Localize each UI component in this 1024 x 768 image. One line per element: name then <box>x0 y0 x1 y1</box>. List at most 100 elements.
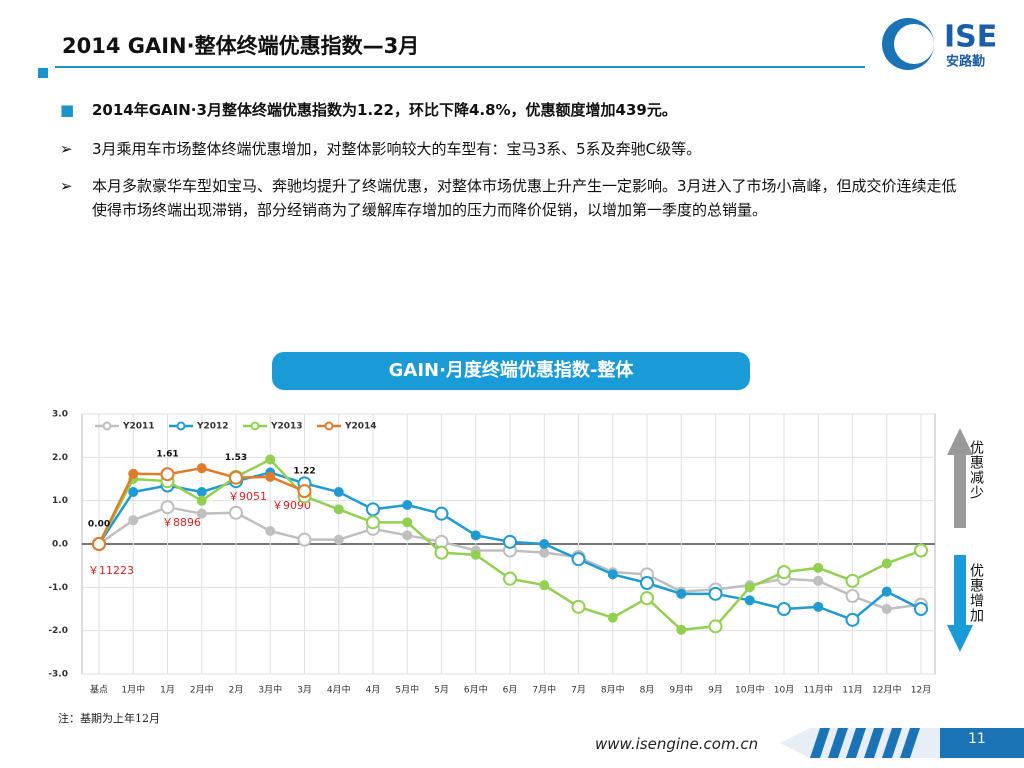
page-number: 11 <box>968 731 986 747</box>
x-tick-label: 9月 <box>708 685 723 696</box>
point <box>128 515 139 526</box>
annotation: ￥8896 <box>162 516 201 529</box>
x-tick-label: 12月 <box>911 685 931 696</box>
point <box>708 619 723 634</box>
point <box>571 552 586 567</box>
point <box>813 562 824 573</box>
logo: ISE 安路勤 <box>882 18 997 70</box>
x-tick-label: 3月 <box>297 685 312 696</box>
x-tick-label: 2月中 <box>190 684 214 696</box>
point <box>845 612 860 627</box>
point <box>571 599 586 614</box>
point <box>914 602 928 616</box>
legend-label: Y2011 <box>122 422 155 432</box>
x-tick-label: 11月 <box>842 685 862 696</box>
logo-globe-inner <box>894 24 934 64</box>
bullet-text: 本月多款豪华车型如宝马、奔驰均提升了终端优惠，对整体市场优惠上升产生一定影响。3… <box>92 177 957 219</box>
point <box>128 487 139 497</box>
point <box>160 500 175 515</box>
x-tick-label: 8月 <box>640 685 655 696</box>
x-tick-label: 6月 <box>503 685 518 696</box>
legend-marker <box>324 421 334 431</box>
arrow-label: 优惠增加 <box>968 563 984 623</box>
stripes <box>810 728 920 758</box>
point <box>503 571 517 586</box>
y-tick-label: -1.0 <box>48 583 68 593</box>
y-tick-label: -2.0 <box>48 626 68 636</box>
point <box>640 576 654 590</box>
data-label: 1.53 <box>225 453 247 463</box>
point <box>366 515 380 530</box>
arrow-label: 优惠减少 <box>968 440 984 500</box>
point <box>434 506 449 521</box>
point <box>881 558 892 569</box>
x-tick-label: 基点 <box>90 684 108 696</box>
legend-label: Y2012 <box>196 422 229 432</box>
x-tick-label: 7月中 <box>532 684 556 696</box>
x-tick-label: 10月中 <box>735 684 764 696</box>
slide-title: 2014 GAIN·整体终端优惠指数—3月 <box>62 34 420 58</box>
bullet: ➢ 本月多款豪华车型如宝马、奔驰均提升了终端优惠，对整体市场优惠上升产生一定影响。… <box>60 174 960 222</box>
logo-text: ISE <box>944 20 997 55</box>
point <box>503 534 517 549</box>
footer-stripes <box>780 728 1024 758</box>
point <box>676 588 687 599</box>
chart: ￥8896 ￥9051 ￥9090 ￥11223 -3.0-2.0-1.00.0… <box>48 410 973 696</box>
point <box>813 575 824 586</box>
title-rule <box>55 66 865 68</box>
y-tick-label: 2.0 <box>52 453 68 463</box>
point <box>229 470 243 485</box>
x-tick-label: 6月中 <box>464 684 488 696</box>
bullet: ➢ 3月乘用车市场整体终端优惠增加，对整体影响较大的车型有：宝马3系、5系及奔驰C… <box>60 137 960 161</box>
data-label: 1.61 <box>156 450 178 460</box>
point <box>676 624 687 635</box>
point <box>128 468 139 479</box>
point <box>160 467 175 482</box>
point <box>845 573 860 588</box>
x-tick-label: 5月 <box>434 685 449 696</box>
point <box>92 537 106 551</box>
title-square <box>38 68 48 78</box>
point <box>196 508 207 519</box>
point <box>196 495 207 506</box>
legend-label: Y2013 <box>270 422 303 432</box>
x-tick-label: 8月中 <box>601 684 625 696</box>
bullet-text: 3月乘用车市场整体终端优惠增加，对整体影响较大的车型有：宝马3系、5系及奔驰C级… <box>92 140 702 158</box>
point <box>366 502 380 517</box>
footnote: 注：基期为上年12月 <box>58 712 160 725</box>
point <box>640 591 654 606</box>
y-tick-label: 3.0 <box>52 410 68 420</box>
arrow-up <box>947 428 973 528</box>
point <box>881 586 892 597</box>
point <box>297 484 312 499</box>
legend-label: Y2014 <box>344 422 377 432</box>
url: www.isengine.com.cn <box>595 735 759 753</box>
x-tick-label: 1月中 <box>121 684 145 696</box>
point <box>777 602 791 616</box>
chart-title: GAIN·月度终端优惠指数-整体 <box>272 352 750 390</box>
arrow-down <box>947 555 973 652</box>
point <box>333 504 344 515</box>
annotation: ￥9051 <box>228 490 267 503</box>
bullet: ■ 2014年GAIN·3月整体终端优惠指数为1.22，环比下降4.8%，优惠额度… <box>60 98 960 122</box>
point <box>265 526 276 536</box>
point <box>333 534 344 545</box>
legend-marker <box>176 421 186 431</box>
point <box>539 580 550 591</box>
x-tick-label: 9月中 <box>669 684 693 696</box>
point <box>402 500 413 510</box>
x-tick-label: 4月中 <box>327 684 351 696</box>
point <box>297 532 312 547</box>
y-tick-label: -3.0 <box>48 670 68 680</box>
point <box>777 565 791 580</box>
point <box>914 543 928 558</box>
point <box>402 517 413 528</box>
x-tick-label: 11月中 <box>804 684 833 696</box>
x-tick-label: 1月 <box>160 685 175 696</box>
x-tick-label: 7月 <box>571 685 586 696</box>
point <box>196 463 207 474</box>
point <box>708 586 723 601</box>
legend-marker <box>102 421 112 431</box>
point <box>607 612 618 623</box>
